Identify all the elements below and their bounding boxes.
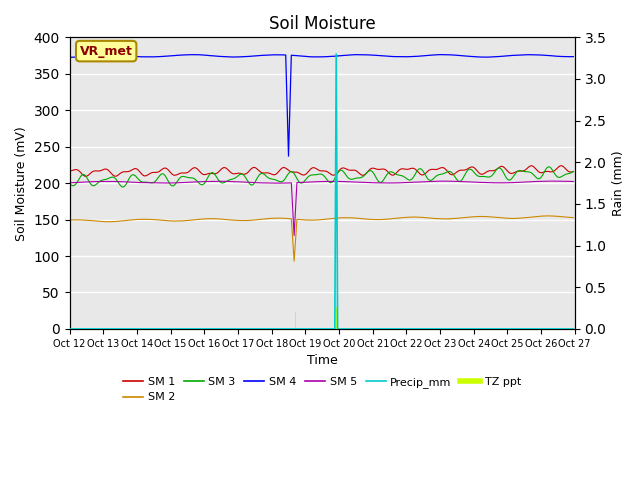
- Bar: [335, 307, 337, 329]
- Text: VR_met: VR_met: [80, 45, 132, 58]
- Y-axis label: Soil Moisture (mV): Soil Moisture (mV): [15, 126, 28, 240]
- X-axis label: Time: Time: [307, 354, 337, 367]
- Bar: [295, 312, 296, 329]
- Legend: SM 1, SM 2, SM 3, SM 4, SM 5, Precip_mm, TZ ppt: SM 1, SM 2, SM 3, SM 4, SM 5, Precip_mm,…: [119, 372, 525, 407]
- Y-axis label: Rain (mm): Rain (mm): [612, 150, 625, 216]
- Title: Soil Moisture: Soil Moisture: [269, 15, 376, 33]
